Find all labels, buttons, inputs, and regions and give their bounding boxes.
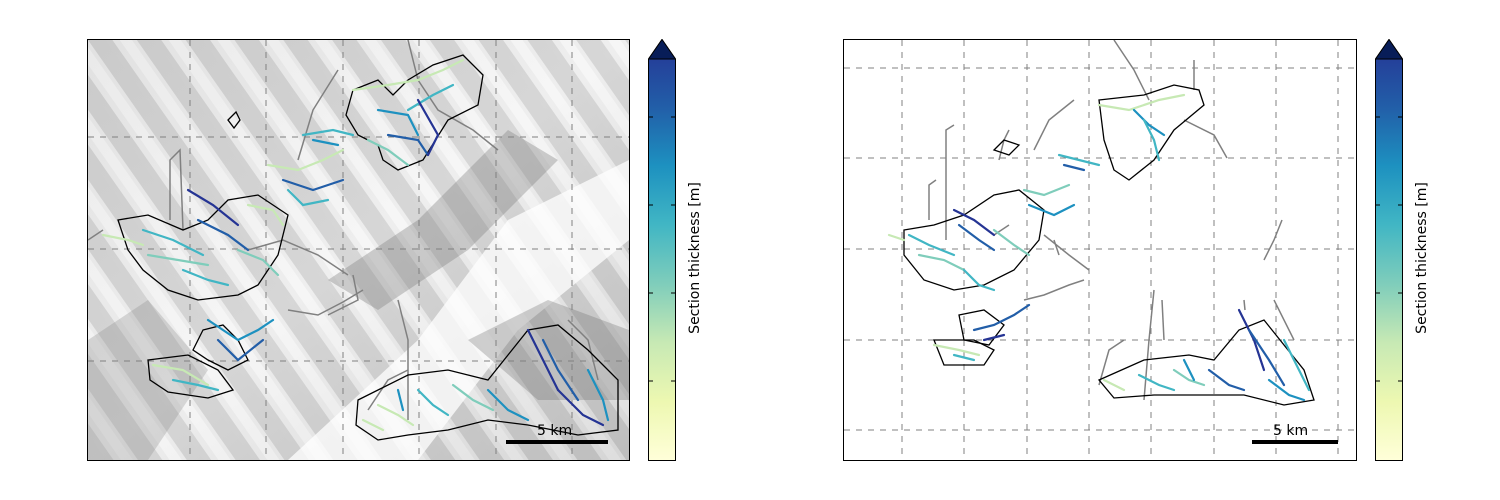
flowlines	[928, 40, 1295, 401]
map-left-svg	[88, 40, 629, 460]
colorbar-left-svg	[647, 38, 677, 461]
scale-bar	[506, 440, 608, 444]
map-panel-right	[843, 39, 1357, 461]
scale-bar	[1252, 440, 1338, 444]
map-right-svg	[844, 40, 1356, 460]
colorbar-label-left: Section thickness [m]	[687, 182, 703, 334]
colorbar-label-right: Section thickness [m]	[1414, 182, 1430, 334]
section-lines	[887, 93, 1311, 402]
scale-bar-label-right: 5 km	[1273, 423, 1309, 439]
section-lines	[101, 58, 610, 432]
grid-lines	[844, 40, 1356, 460]
colorbar-right	[1374, 38, 1404, 461]
map-panel-left	[87, 39, 630, 461]
colorbar-right-svg	[1374, 38, 1404, 461]
colorbar-left	[647, 38, 677, 461]
flowlines	[88, 40, 599, 420]
relief-background	[88, 40, 629, 460]
scale-bar-label-left: 5 km	[537, 423, 573, 439]
